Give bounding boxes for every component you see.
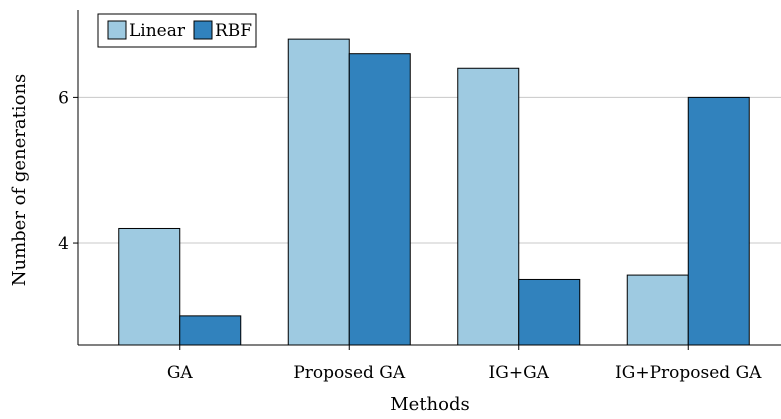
bar-linear-1 <box>287 38 350 346</box>
bar-linear-2 <box>457 67 520 346</box>
legend-swatch-rbf <box>193 20 213 40</box>
x-category-label: IG+Proposed GA <box>615 363 762 383</box>
bar-linear-0 <box>118 227 181 346</box>
bar-linear-3 <box>626 274 689 346</box>
y-tick-label: 6 <box>58 88 69 108</box>
x-category-label: Proposed GA <box>293 363 406 383</box>
ticks: 4 6 GA Proposed GA IG+GA IG+Proposed GA <box>58 88 762 383</box>
x-category-label: GA <box>167 363 194 383</box>
bar-rbf-0 <box>179 315 242 346</box>
bar-rbf-3 <box>687 96 750 346</box>
x-axis-label: Methods <box>390 394 470 415</box>
bar-rbf-1 <box>348 53 411 346</box>
legend-label-rbf: RBF <box>215 21 252 41</box>
axes <box>77 10 781 346</box>
bar-rbf-2 <box>518 278 581 346</box>
legend: Linear RBF <box>97 13 257 48</box>
x-category-label: IG+GA <box>489 363 550 383</box>
grid-lines <box>78 96 781 244</box>
legend-swatch-linear <box>107 20 127 40</box>
y-axis-label: Number of generations <box>9 74 30 287</box>
bars <box>118 38 750 346</box>
legend-label-linear: Linear <box>129 21 186 41</box>
y-tick-label: 4 <box>58 234 69 254</box>
